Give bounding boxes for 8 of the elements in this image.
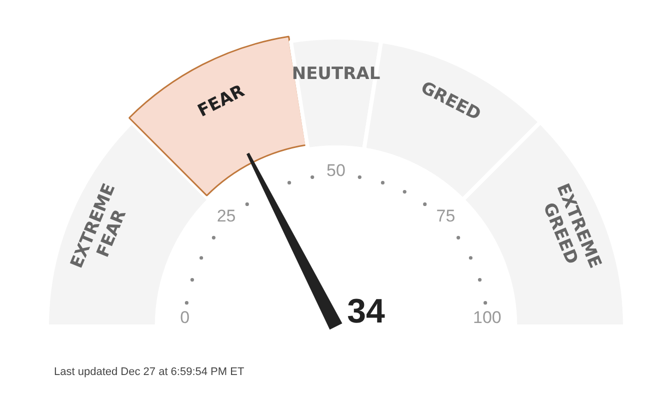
text: 0	[180, 308, 190, 328]
text: 100	[472, 308, 502, 328]
slice-label: NEUTRAL	[292, 64, 380, 84]
text: 34	[347, 292, 385, 330]
text: 50	[326, 161, 346, 180]
text: 25	[216, 206, 236, 226]
text: 75	[436, 206, 456, 226]
text: Last updated Dec 27 at 6:59:54 PM ET	[54, 366, 246, 378]
